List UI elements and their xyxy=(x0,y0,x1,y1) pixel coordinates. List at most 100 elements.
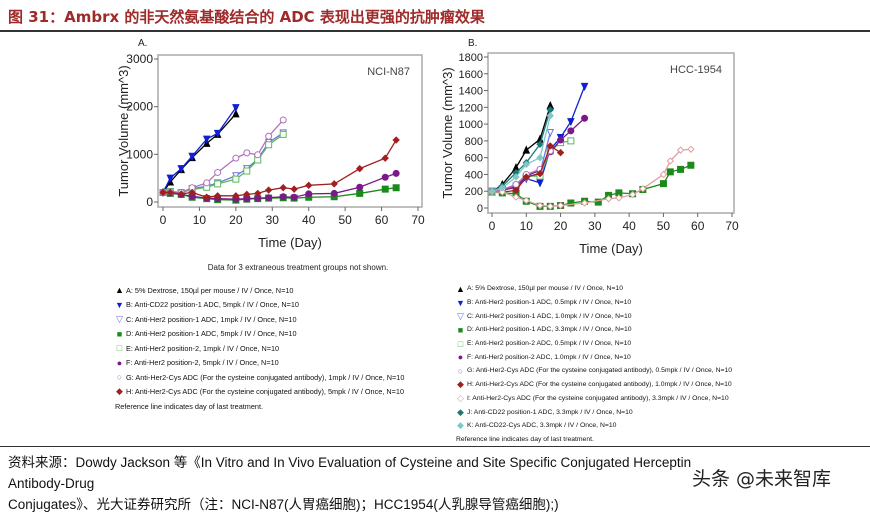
legend-label: B: Anti-Her2 position-1 ADC, 0.5mpk / IV… xyxy=(467,299,632,307)
y-axis-label: Tumor Volume (mm^3) xyxy=(440,67,455,198)
marker-D xyxy=(666,168,674,176)
marker-J xyxy=(536,140,544,148)
plot-frame xyxy=(487,52,735,214)
marker-H xyxy=(522,173,530,181)
x-tick-label: 10 xyxy=(193,213,207,227)
legend-b: ▲ A: 5% Dextrose, 150µl per mouse / IV / … xyxy=(456,282,732,446)
marker-H xyxy=(177,190,185,198)
y-tick-label: 1000 xyxy=(459,119,483,131)
legend-entry: □ E: Anti-Her2 position-2 ADC, 0.5mpk / I… xyxy=(456,337,732,351)
marker-I xyxy=(659,170,668,179)
marker-I xyxy=(546,202,554,211)
marker-E xyxy=(279,130,287,138)
marker-G xyxy=(279,116,287,124)
legend-note: Reference line indicates day of last tre… xyxy=(456,435,594,443)
marker-B xyxy=(213,129,222,139)
marker-H xyxy=(232,192,240,200)
legend-marker-icon: ■ xyxy=(457,324,464,335)
y-tick-label: 1600 xyxy=(459,69,483,81)
source-footer: 资料来源：Dowdy Jackson 等《In Vitro and In Viv… xyxy=(8,452,708,515)
y-tick-label: 1800 xyxy=(459,52,483,64)
legend-entry: ◇ I: Anti-Her2-Cys ADC (For the cysteine … xyxy=(456,392,732,406)
legend-marker-icon: □ xyxy=(116,343,123,354)
marker-D xyxy=(392,184,400,192)
y-tick-label: 0 xyxy=(146,195,153,209)
marker-I xyxy=(666,157,674,165)
marker-H xyxy=(188,188,196,197)
marker-E xyxy=(567,137,575,145)
marker-H xyxy=(330,180,338,188)
marker-H xyxy=(243,190,251,199)
y-tick-label: 600 xyxy=(465,153,483,165)
panel-label: A. xyxy=(138,38,147,49)
legend-label: G: Anti-Her2-Cys ADC (For the cysteine c… xyxy=(126,372,405,382)
figure-title: 图 31：Ambrx 的非天然氨基酸结合的 ADC 表现出更强的抗肿瘤效果 xyxy=(8,8,485,26)
marker-H xyxy=(392,136,400,144)
legend-marker-icon: ■ xyxy=(116,328,123,339)
marker-K xyxy=(536,153,544,162)
marker-F xyxy=(567,127,575,135)
legend-label: A: 5% Dextrose, 150µl per mouse / IV / O… xyxy=(126,285,294,295)
legend-entry: ◆ J: Anti-CD22 position-1 ADC, 3.3mpk / I… xyxy=(456,405,732,419)
legend-entry: ▽ C: Anti-Her2 position-1 ADC, 1mpk / IV … xyxy=(115,312,404,327)
chart-note: Data for 3 extraneous treatment groups n… xyxy=(208,263,389,272)
legend-marker-icon: ▲ xyxy=(456,283,465,294)
legend-marker-icon: ▽ xyxy=(116,313,123,324)
legend-entry: ◆ K: Anti-CD22-Cys ADC, 3.3mpk / IV / Onc… xyxy=(456,419,732,433)
legend-label: C: Anti-Her2 position-1 ADC, 1.0mpk / IV… xyxy=(467,312,632,320)
marker-F xyxy=(305,190,313,198)
legend-label: J: Anti-CD22 position-1 ADC, 3.3mpk / IV… xyxy=(467,408,633,416)
marker-B xyxy=(232,104,240,113)
marker-D xyxy=(615,189,623,197)
marker-B xyxy=(177,165,185,174)
marker-F xyxy=(356,183,364,191)
legend-marker-icon: ▲ xyxy=(115,285,124,296)
x-tick-label: 70 xyxy=(411,213,425,227)
series-line-G xyxy=(162,119,284,194)
marker-H xyxy=(512,186,520,195)
legend-entry: ◆ H: Anti-Her2-Cys ADC (For the cysteine … xyxy=(115,385,404,400)
legend-marker-icon: ◆ xyxy=(457,420,464,431)
legend-marker-icon: ○ xyxy=(457,365,464,376)
legend-entry: ○ G: Anti-Her2-Cys ADC (For the cysteine … xyxy=(115,370,405,385)
marker-H xyxy=(159,188,167,197)
legend-label: E: Anti-Her2 position-2, 1mpk / IV / Onc… xyxy=(126,343,280,353)
y-tick-label: 1200 xyxy=(459,102,483,114)
x-tick-label: 70 xyxy=(725,219,739,233)
legend-note: Reference line indicates day of last tre… xyxy=(115,401,264,411)
series-line-I xyxy=(492,148,691,207)
watermark: 头条 @未来智库 xyxy=(692,468,832,490)
marker-D xyxy=(381,185,389,193)
marker-F xyxy=(279,193,287,201)
x-tick-label: 0 xyxy=(160,213,167,227)
marker-D xyxy=(356,189,364,197)
marker-H xyxy=(546,142,554,150)
legend-label: B: Anti-CD22 position-1 ADC, 5mpk / IV /… xyxy=(126,300,299,310)
marker-H xyxy=(381,154,389,162)
legend-label: A: 5% Dextrose, 150µl per mouse / IV / O… xyxy=(467,285,623,293)
legend-entry: ▽ C: Anti-Her2 position-1 ADC, 1.0mpk / I… xyxy=(456,309,732,323)
legend-label: C: Anti-Her2 position-1 ADC, 1mpk / IV /… xyxy=(126,314,297,324)
legend-marker-icon: ▼ xyxy=(456,297,465,308)
marker-B xyxy=(580,82,589,92)
marker-H xyxy=(290,185,298,193)
marker-E xyxy=(214,180,222,188)
marker-H xyxy=(166,188,174,197)
legend-entry: ○ G: Anti-Her2-Cys ADC (For the cysteine … xyxy=(456,364,732,378)
marker-B xyxy=(536,179,544,188)
cell-line-label: HCC-1954 xyxy=(670,64,722,76)
marker-G xyxy=(265,132,273,140)
legend-label: G: Anti-Her2-Cys ADC (For the cysteine c… xyxy=(467,367,733,375)
marker-C xyxy=(546,129,555,138)
marker-F xyxy=(330,189,338,197)
legend-entry: ▲ A: 5% Dextrose, 150µl per mouse / IV / … xyxy=(115,283,404,298)
marker-F xyxy=(581,114,589,122)
y-tick-label: 200 xyxy=(465,186,483,198)
legend-label: H: Anti-Her2-Cys ADC (For the cysteine c… xyxy=(126,387,405,397)
cell-line-label: NCI-N87 xyxy=(367,66,410,78)
legend-label: I: Anti-Her2-Cys ADC (For the cysteine c… xyxy=(467,394,729,402)
y-tick-label: 3000 xyxy=(126,52,153,66)
marker-G xyxy=(254,151,262,159)
marker-K xyxy=(512,173,520,181)
